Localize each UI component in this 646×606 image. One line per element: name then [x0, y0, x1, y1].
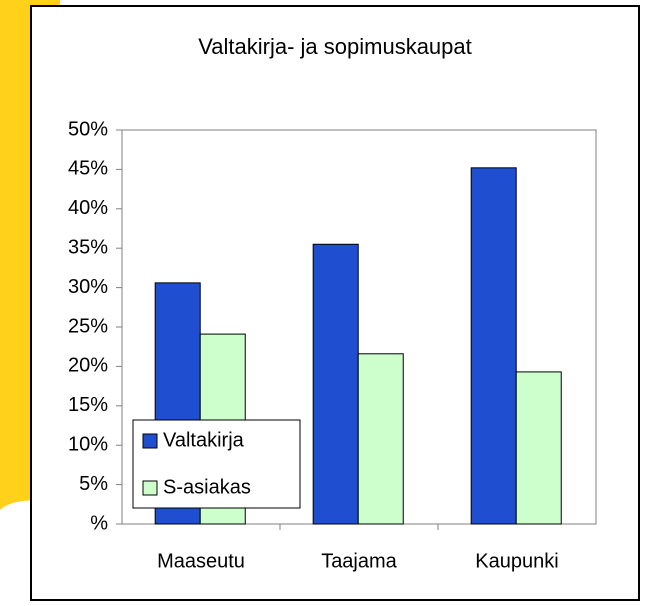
bar [357, 353, 404, 525]
y-tick-label: 5% [79, 473, 108, 495]
legend-swatch [142, 433, 158, 449]
y-tick-label: 45% [68, 158, 108, 180]
y-tick-label: 40% [68, 197, 108, 219]
legend: Valtakirja S-asiakas [132, 419, 301, 509]
y-tick-label: 10% [68, 433, 108, 455]
x-tick-label: Kaupunki [475, 550, 558, 572]
y-tick-label: % [90, 512, 108, 534]
x-tick-label: Maaseutu [157, 550, 245, 572]
bar [515, 371, 562, 525]
y-tick-label: 50% [68, 118, 108, 140]
x-tick-label: Taajama [321, 550, 397, 572]
y-tick-label: 15% [68, 394, 108, 416]
y-tick-label: 20% [68, 355, 108, 377]
y-tick-label: 30% [68, 276, 108, 298]
legend-label: S-asiakas [163, 476, 251, 498]
legend-label: Valtakirja [163, 429, 245, 451]
legend-box [132, 419, 301, 509]
y-tick-label: 25% [68, 315, 108, 337]
y-tick-label: 35% [68, 236, 108, 258]
bar [470, 167, 517, 525]
legend-swatch [142, 480, 158, 496]
bar [312, 243, 359, 525]
chart-title: Valtakirja- ja sopimuskaupat [198, 34, 472, 59]
